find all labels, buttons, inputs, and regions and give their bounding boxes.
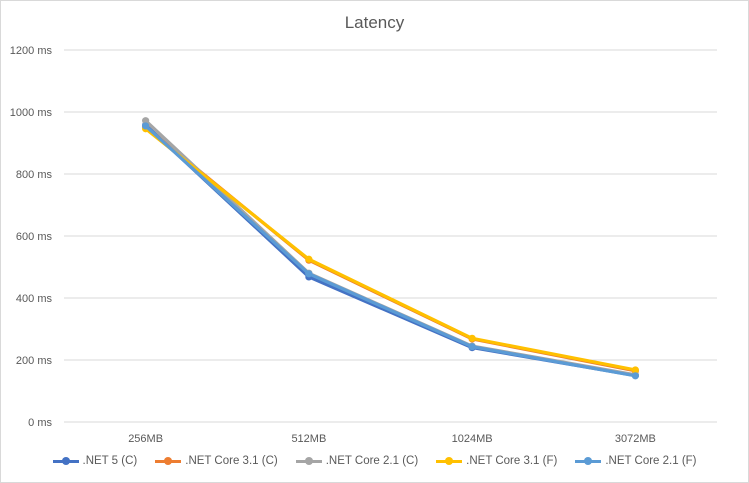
y-tick-label: 400 ms bbox=[16, 293, 53, 305]
y-tick-label: 200 ms bbox=[16, 355, 53, 367]
legend-label: .NET Core 2.1 (C) bbox=[325, 455, 419, 467]
series-layer bbox=[142, 117, 639, 380]
legend: .NET 5 (C) .NET Core 3.1 (C) .NET Core 2.1… bbox=[1, 455, 748, 467]
series-0 bbox=[142, 121, 639, 380]
legend-item: .NET Core 2.1 (C) bbox=[295, 455, 419, 467]
legend-item: .NET 5 (C) bbox=[52, 455, 138, 467]
series-line bbox=[144, 125, 637, 373]
data-point bbox=[142, 117, 150, 125]
chart-title: Latency bbox=[344, 13, 405, 32]
data-point bbox=[631, 366, 639, 374]
data-point bbox=[468, 343, 476, 351]
data-point bbox=[468, 334, 476, 342]
series-3 bbox=[142, 125, 639, 374]
data-point bbox=[142, 122, 150, 130]
series-1 bbox=[142, 123, 639, 375]
y-tick-label: 1000 ms bbox=[10, 107, 53, 119]
series-line bbox=[144, 127, 637, 372]
series-line bbox=[144, 123, 637, 378]
legend-item: .NET Core 2.1 (F) bbox=[575, 455, 697, 467]
y-tick-label: 600 ms bbox=[16, 231, 53, 243]
series-line bbox=[144, 124, 637, 378]
series-2 bbox=[142, 117, 639, 379]
legend-marker-icon bbox=[155, 456, 182, 466]
legend-label: .NET Core 2.1 (F) bbox=[605, 455, 697, 467]
y-axis-ticks: 0 ms 200 ms 400 ms 600 ms 800 ms 1000 ms 1200 … bbox=[10, 45, 53, 429]
legend-marker-icon bbox=[52, 456, 79, 466]
legend-marker-icon bbox=[436, 456, 463, 466]
y-tick-label: 0 ms bbox=[28, 417, 52, 429]
x-axis-ticks: 256MB 512MB 1024MB 3072MB bbox=[128, 433, 656, 445]
data-point bbox=[305, 255, 313, 263]
x-tick-label: 512MB bbox=[291, 433, 326, 445]
x-tick-label: 256MB bbox=[128, 433, 163, 445]
series-4 bbox=[142, 122, 639, 380]
data-point bbox=[631, 372, 639, 380]
legend-marker-icon bbox=[575, 456, 602, 466]
series-line bbox=[144, 119, 637, 377]
legend-item: .NET Core 3.1 (F) bbox=[436, 455, 557, 467]
y-tick-label: 800 ms bbox=[16, 169, 53, 181]
x-tick-label: 3072MB bbox=[615, 433, 656, 445]
legend-label: .NET 5 (C) bbox=[82, 455, 138, 467]
legend-item: .NET Core 3.1 (C) bbox=[155, 455, 278, 467]
x-tick-label: 1024MB bbox=[452, 433, 493, 445]
legend-marker-icon bbox=[295, 456, 322, 466]
y-tick-label: 1200 ms bbox=[10, 45, 53, 57]
data-point bbox=[305, 270, 313, 278]
legend-label: .NET Core 3.1 (F) bbox=[466, 455, 558, 467]
legend-label: .NET Core 3.1 (C) bbox=[185, 455, 278, 467]
